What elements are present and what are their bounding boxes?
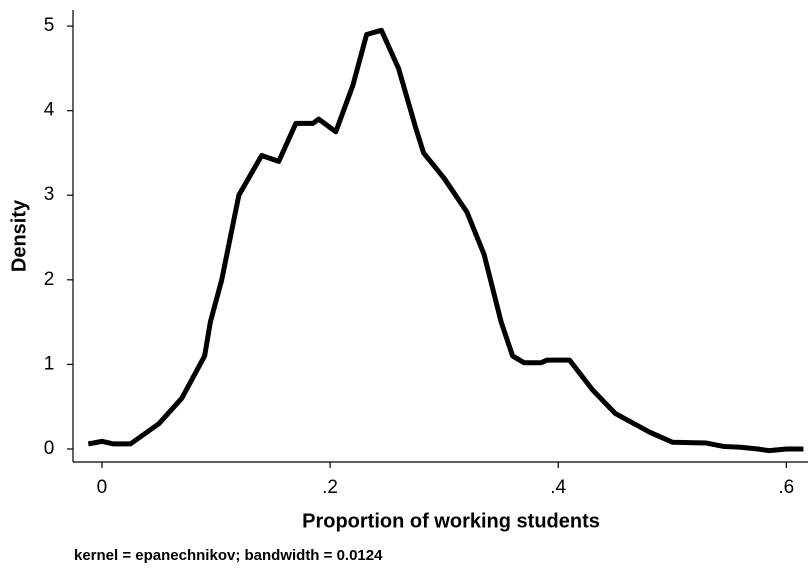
y-tick-label: 5 (44, 15, 55, 36)
note: kernel = epanechnikov; bandwidth = 0.012… (74, 547, 383, 564)
y-tick-label: 4 (44, 100, 55, 121)
y-tick-label: 0 (44, 438, 55, 459)
y-tick-label: 1 (44, 353, 55, 374)
x-axis-title: Proportion of working students (302, 510, 600, 532)
y-tick-label: 2 (44, 269, 55, 290)
x-tick-label: 0 (97, 477, 108, 498)
x-tick-label: .4 (550, 477, 566, 498)
y-axis-title: Density (8, 199, 30, 272)
x-tick-label: .6 (778, 477, 794, 498)
x-tick-label: .2 (322, 477, 338, 498)
y-tick-label: 3 (44, 184, 55, 205)
density-line (87, 27, 804, 454)
